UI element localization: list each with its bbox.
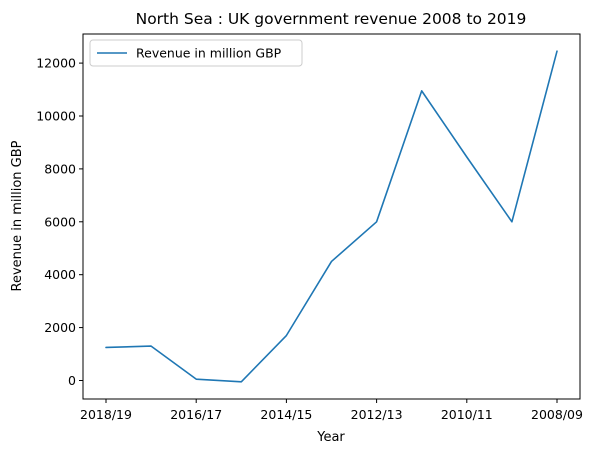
series-line <box>105 50 558 383</box>
plot-frame <box>82 33 581 400</box>
x-tick-label: 2018/19 <box>80 407 132 422</box>
data-point <box>556 50 558 52</box>
y-tick-label: 4000 <box>44 267 76 282</box>
chart-title: North Sea : UK government revenue 2008 t… <box>136 10 527 28</box>
data-point <box>286 335 288 337</box>
data-point <box>240 381 242 383</box>
data-point <box>466 156 468 158</box>
x-tick-label: 2008/09 <box>531 407 583 422</box>
y-axis: 0 2000 4000 6000 8000 10000 12000 <box>36 56 83 388</box>
y-tick-label: 2000 <box>44 320 76 335</box>
legend-label: Revenue in million GBP <box>136 46 282 61</box>
data-point <box>195 378 197 380</box>
data-point <box>105 347 107 349</box>
data-point <box>331 261 333 263</box>
x-tick-label: 2010/11 <box>441 407 493 422</box>
x-tick-label: 2014/15 <box>260 407 312 422</box>
data-point <box>150 345 152 347</box>
x-axis-label: Year <box>316 430 345 445</box>
x-axis: 2018/19 2016/17 2014/15 2012/13 2010/11 2008/… <box>80 399 583 422</box>
legend-box <box>89 39 303 67</box>
y-tick-label: 10000 <box>36 108 76 123</box>
data-point <box>421 90 423 92</box>
y-axis-label: Revenue in million GBP <box>10 140 25 291</box>
y-tick-label: 12000 <box>36 56 76 71</box>
y-tick-label: 0 <box>68 373 76 388</box>
y-tick-label: 6000 <box>44 214 76 229</box>
data-point <box>376 221 378 223</box>
y-tick-label: 8000 <box>44 161 76 176</box>
x-tick-label: 2016/17 <box>170 407 222 422</box>
series-layer <box>105 50 558 383</box>
x-tick-label: 2012/13 <box>351 407 403 422</box>
legend: Revenue in million GBP <box>89 39 303 67</box>
data-point <box>511 221 513 223</box>
